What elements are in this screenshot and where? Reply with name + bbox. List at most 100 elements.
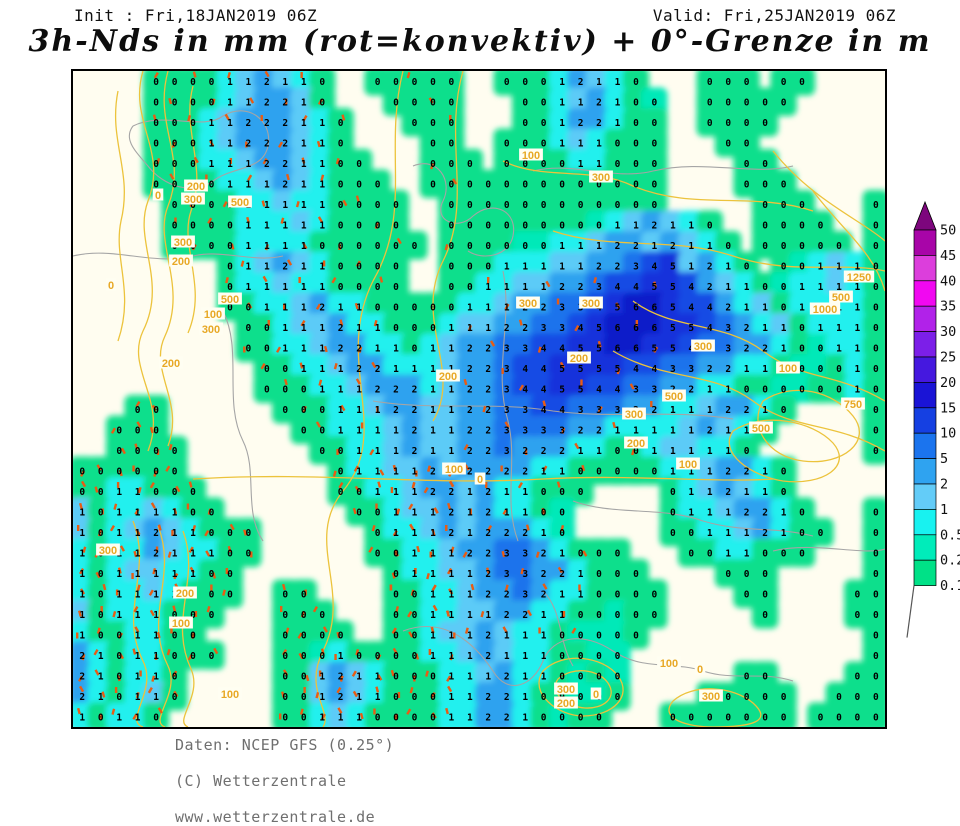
convective-dash (597, 406, 603, 413)
svg-text:0: 0 (633, 630, 639, 641)
convective-dash (490, 340, 496, 347)
convective-dash (110, 427, 116, 434)
svg-text:2: 2 (522, 446, 528, 457)
svg-text:1: 1 (596, 138, 602, 149)
convective-dash (156, 631, 161, 639)
convective-dash (278, 141, 284, 148)
convective-dash (149, 426, 154, 434)
convective-dash (353, 465, 359, 472)
svg-text:1: 1 (596, 159, 602, 170)
convective-dash (339, 319, 344, 326)
svg-text:0: 0 (578, 651, 584, 662)
svg-text:1: 1 (522, 671, 528, 682)
convective-dash (206, 606, 211, 613)
svg-text:0: 0 (227, 282, 233, 293)
convective-dash (336, 687, 342, 694)
convective-dash (300, 72, 303, 78)
contour-height-label: 200 (176, 588, 194, 600)
svg-text:0: 0 (301, 630, 307, 641)
svg-text:1: 1 (578, 138, 584, 149)
svg-text:1: 1 (670, 405, 676, 416)
svg-text:0: 0 (541, 118, 547, 129)
convective-dash (240, 260, 245, 267)
svg-text:1: 1 (246, 159, 252, 170)
convective-dash (593, 277, 598, 284)
svg-text:2: 2 (485, 364, 491, 375)
convective-dash (463, 378, 468, 386)
svg-text:1: 1 (522, 712, 528, 723)
convective-dash (317, 98, 323, 105)
svg-text:3: 3 (559, 323, 565, 334)
svg-text:0: 0 (319, 630, 325, 641)
svg-text:1: 1 (744, 425, 750, 436)
svg-text:0: 0 (652, 138, 658, 149)
svg-text:0: 0 (559, 712, 565, 723)
svg-text:1: 1 (725, 384, 731, 395)
svg-text:0: 0 (356, 241, 362, 252)
svg-text:0: 0 (799, 77, 805, 88)
convective-dash (149, 609, 155, 617)
svg-text:1: 1 (707, 241, 713, 252)
convective-dash (247, 302, 253, 309)
svg-text:2: 2 (559, 569, 565, 580)
convective-dash (410, 589, 415, 596)
contour-height-label: 300 (557, 684, 575, 696)
svg-text:0: 0 (430, 302, 436, 313)
svg-text:0: 0 (227, 241, 233, 252)
svg-text:1: 1 (615, 425, 621, 436)
svg-text:1: 1 (541, 610, 547, 621)
convective-dash (79, 470, 86, 477)
svg-text:1: 1 (412, 528, 418, 539)
svg-text:1: 1 (430, 589, 436, 600)
svg-text:0: 0 (615, 671, 621, 682)
convective-dash (334, 654, 337, 660)
map-title: 3h-Nds in mm (rot=konvektiv) + 0°-Grenze… (28, 24, 932, 59)
svg-text:1: 1 (116, 487, 122, 498)
legend-tick-label: 5 (940, 451, 948, 467)
svg-text:3: 3 (596, 282, 602, 293)
svg-text:0: 0 (301, 384, 307, 395)
convective-dash (336, 449, 339, 455)
svg-text:0: 0 (541, 241, 547, 252)
svg-text:0: 0 (153, 405, 159, 416)
svg-text:1: 1 (412, 569, 418, 580)
svg-text:1: 1 (541, 630, 547, 641)
svg-text:1: 1 (578, 589, 584, 600)
svg-text:0: 0 (190, 200, 196, 211)
svg-text:0: 0 (356, 261, 362, 272)
svg-text:1: 1 (855, 302, 861, 313)
convective-dash (580, 379, 583, 386)
svg-text:0: 0 (98, 466, 104, 477)
svg-text:1: 1 (725, 282, 731, 293)
convective-dash (151, 675, 156, 682)
svg-text:1: 1 (227, 179, 233, 190)
svg-text:0: 0 (762, 241, 768, 252)
convective-dash (379, 469, 385, 476)
svg-text:1: 1 (430, 610, 436, 621)
svg-text:0: 0 (688, 712, 694, 723)
convective-dash (303, 687, 306, 693)
convective-dash (139, 670, 142, 677)
svg-text:0: 0 (744, 589, 750, 600)
svg-text:0: 0 (467, 159, 473, 170)
svg-text:3: 3 (504, 425, 510, 436)
svg-text:2: 2 (412, 405, 418, 416)
convective-dash (149, 482, 155, 489)
svg-text:0: 0 (781, 77, 787, 88)
svg-text:0: 0 (172, 138, 178, 149)
convective-dash (157, 524, 162, 531)
convective-dash (209, 140, 215, 147)
svg-text:1: 1 (688, 487, 694, 498)
convective-dash (517, 482, 523, 489)
svg-text:0: 0 (319, 405, 325, 416)
svg-text:0: 0 (596, 712, 602, 723)
contour-height-label: 0 (477, 474, 483, 486)
svg-text:3: 3 (504, 405, 510, 416)
svg-text:0: 0 (873, 323, 879, 334)
svg-text:1: 1 (375, 487, 381, 498)
convective-dash (152, 114, 157, 121)
svg-text:0: 0 (98, 569, 104, 580)
svg-text:0: 0 (412, 323, 418, 334)
svg-text:0: 0 (412, 651, 418, 662)
svg-text:0: 0 (227, 528, 233, 539)
